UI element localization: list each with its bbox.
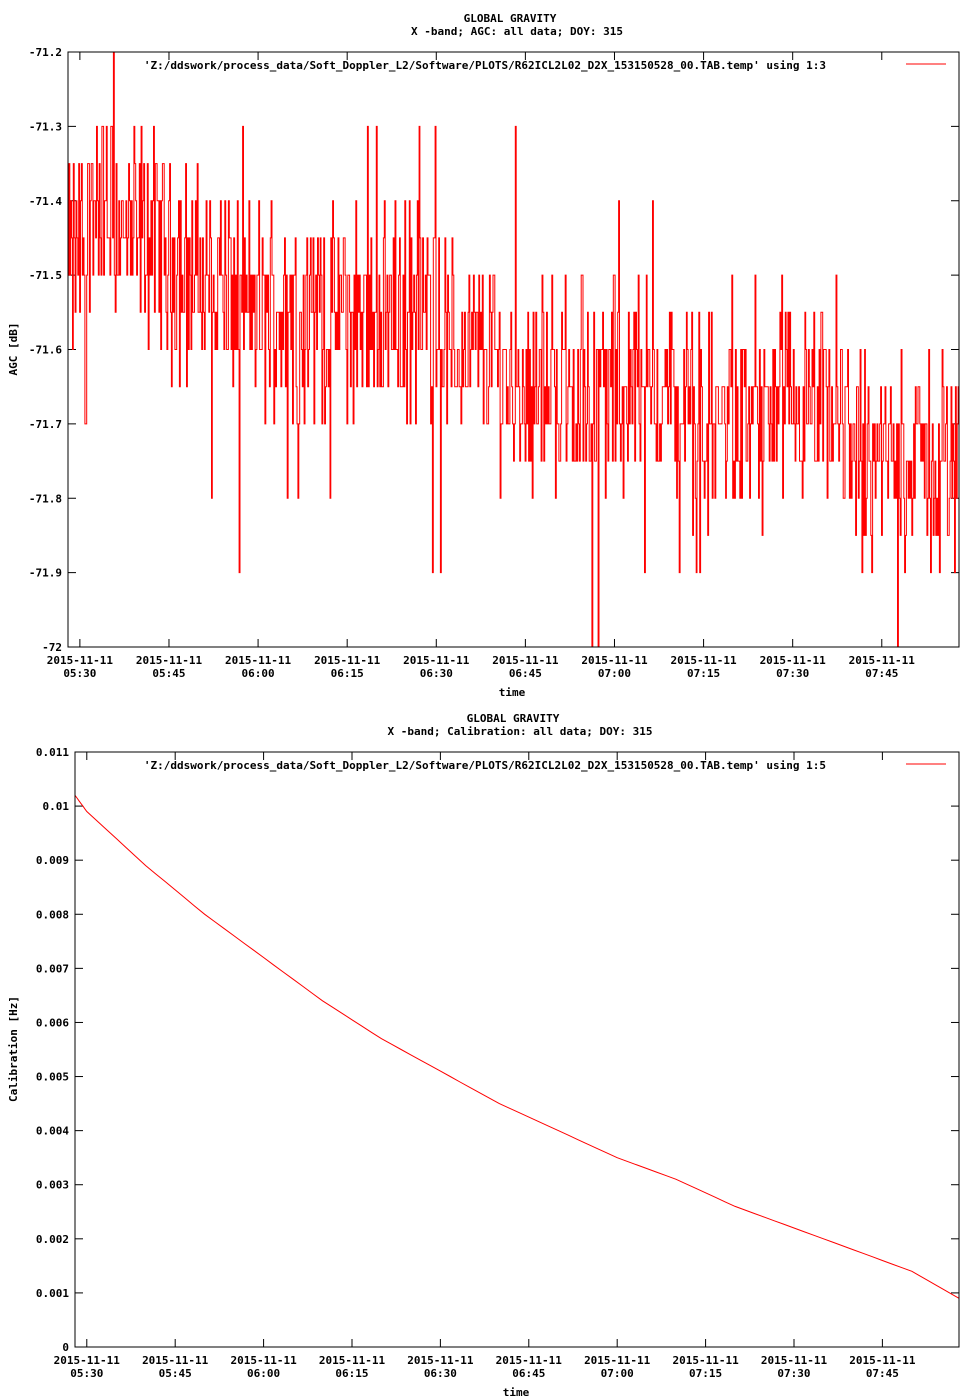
y-axis-label: AGC [dB] (7, 323, 20, 376)
y-tick-label: 0.009 (36, 854, 69, 867)
y-tick-label: -71.7 (29, 418, 62, 431)
y-tick-label: -71.5 (29, 269, 62, 282)
x-tick-time: 07:30 (776, 667, 809, 680)
x-tick-date: 2015-11-11 (581, 654, 648, 667)
y-tick-label: -71.4 (29, 195, 62, 208)
y-tick-label: 0.001 (36, 1287, 69, 1300)
legend-label: 'Z:/ddswork/process_data/Soft_Doppler_L2… (144, 759, 826, 772)
y-tick-label: -71.6 (29, 344, 62, 357)
plot-frame (67, 51, 960, 648)
x-tick-date: 2015-11-11 (849, 1354, 916, 1367)
ticks-group: -71.2 -71.3 -71.4 -71.5 -71.6 -71.7 -71.8 -71.9… (29, 46, 959, 680)
x-tick-date: 2015-11-11 (760, 654, 827, 667)
series-line (68, 51, 960, 648)
x-tick-date: 2015-11-11 (47, 654, 114, 667)
series-line (74, 795, 960, 1299)
x-tick-time: 05:30 (70, 1367, 103, 1380)
x-tick-date: 2015-11-11 (230, 1354, 297, 1367)
x-tick-time: 07:00 (601, 1367, 634, 1380)
x-axis-label: time (499, 686, 526, 699)
y-tick-label: 0.003 (36, 1179, 69, 1192)
ticks-group: 0.011 0.01 0.009 0.008 0.007 0.006 0.005 0.004 0… (36, 746, 959, 1380)
x-tick-time: 07:15 (689, 1367, 722, 1380)
chart-subtitle: X -band; Calibration: all data; DOY: 315 (388, 725, 653, 738)
x-tick-time: 06:15 (335, 1367, 368, 1380)
x-tick-date: 2015-11-11 (136, 654, 203, 667)
x-tick-time: 06:00 (247, 1367, 280, 1380)
x-tick-date: 2015-11-11 (670, 654, 737, 667)
y-tick-label: 0.002 (36, 1233, 69, 1246)
x-tick-time: 06:30 (420, 667, 453, 680)
y-tick-label: 0 (62, 1341, 69, 1354)
y-tick-label: 0.01 (43, 800, 70, 813)
y-tick-label: 0.005 (36, 1071, 69, 1084)
chart-subtitle: X -band; AGC: all data; DOY: 315 (411, 25, 623, 38)
y-tick-label: -71.9 (29, 567, 62, 580)
series-group (68, 51, 960, 648)
x-tick-time: 06:00 (242, 667, 275, 680)
x-tick-date: 2015-11-11 (54, 1354, 121, 1367)
x-tick-time: 07:00 (598, 667, 631, 680)
y-tick-label: 0.006 (36, 1016, 69, 1029)
x-tick-time: 05:45 (152, 667, 185, 680)
x-tick-date: 2015-11-11 (761, 1354, 828, 1367)
x-tick-time: 07:45 (865, 667, 898, 680)
x-tick-date: 2015-11-11 (672, 1354, 739, 1367)
y-tick-label: 0.008 (36, 908, 69, 921)
y-tick-label: -71.3 (29, 120, 62, 133)
plot-frame (74, 751, 960, 1348)
y-tick-label: 0.007 (36, 962, 69, 975)
y-tick-label: 0.011 (36, 746, 69, 759)
x-tick-time: 07:45 (866, 1367, 899, 1380)
x-tick-time: 05:45 (159, 1367, 192, 1380)
x-tick-time: 06:30 (424, 1367, 457, 1380)
y-tick-label: 0.004 (36, 1125, 69, 1138)
chart-title: GLOBAL GRAVITY (467, 712, 560, 725)
x-tick-date: 2015-11-11 (403, 654, 470, 667)
x-tick-date: 2015-11-11 (849, 654, 916, 667)
x-tick-date: 2015-11-11 (496, 1354, 563, 1367)
chart-title: GLOBAL GRAVITY (464, 12, 557, 25)
x-tick-date: 2015-11-11 (142, 1354, 209, 1367)
agc-chart: GLOBAL GRAVITY X -band; AGC: all data; D… (7, 12, 960, 699)
x-axis-label: time (503, 1386, 530, 1399)
x-tick-date: 2015-11-11 (314, 654, 381, 667)
x-tick-date: 2015-11-11 (319, 1354, 386, 1367)
x-tick-date: 2015-11-11 (492, 654, 559, 667)
y-tick-label: -71.2 (29, 46, 62, 59)
x-tick-time: 07:30 (777, 1367, 810, 1380)
y-tick-label: -71.8 (29, 492, 62, 505)
y-axis-label: Calibration [Hz] (7, 996, 20, 1102)
x-tick-date: 2015-11-11 (407, 1354, 474, 1367)
x-tick-time: 06:15 (331, 667, 364, 680)
x-tick-time: 07:15 (687, 667, 720, 680)
x-tick-time: 05:30 (63, 667, 96, 680)
legend-label: 'Z:/ddswork/process_data/Soft_Doppler_L2… (144, 59, 826, 72)
x-tick-time: 06:45 (512, 1367, 545, 1380)
y-tick-label: -72 (42, 641, 62, 654)
calibration-chart: GLOBAL GRAVITY X -band; Calibration: all… (7, 712, 960, 1399)
x-tick-date: 2015-11-11 (225, 654, 292, 667)
x-tick-time: 06:45 (509, 667, 542, 680)
x-tick-date: 2015-11-11 (584, 1354, 651, 1367)
series-group (74, 795, 960, 1299)
